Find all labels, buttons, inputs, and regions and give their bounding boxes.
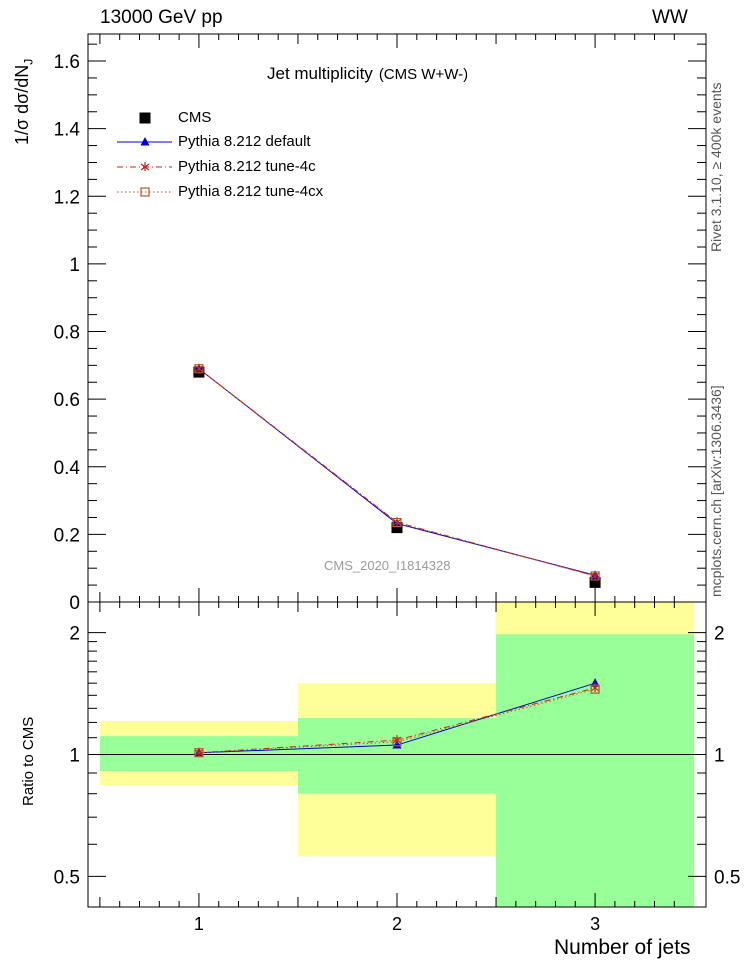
series-line-2 [198, 368, 596, 577]
ratio-tick-label-right-0.5: 0.5 [714, 867, 740, 888]
legend-label-pythia-tune4cx: Pythia 8.212 tune-4cx [178, 183, 324, 200]
y-axis-label: 1/σ dσ/dNJ [12, 59, 36, 145]
chart-subtitle: (CMS W+W-) [378, 66, 469, 83]
ratio-tick-label-2: 2 [69, 624, 80, 645]
rivet-label: Rivet 3.1.10, ≥ 400k events [708, 82, 724, 252]
y-tick-label-1.4: 1.4 [54, 120, 81, 141]
y-axis-label-text: 1/σ dσ/dN [12, 64, 32, 145]
legend-marker-1 [140, 137, 150, 146]
ratio-tick-label-right-1: 1 [714, 745, 725, 766]
ratio-tick-label-right-2: 2 [714, 624, 725, 645]
y-tick-label-0.4: 0.4 [54, 458, 81, 479]
legend-label-pythia-tune4c: Pythia 8.212 tune-4c [178, 158, 316, 175]
ratio-tick-label-0.5: 0.5 [54, 867, 80, 888]
data-point-s0-2 [391, 522, 403, 534]
ratio-band-inner-2 [297, 718, 497, 794]
y-tick-label-0: 0 [69, 593, 80, 614]
data-point-s0-3 [589, 576, 601, 588]
ratio-point-s3-1 [194, 748, 204, 758]
legend-marker-3 [140, 187, 150, 197]
x-tick-label-1: 1 [194, 914, 204, 934]
x-tick-label-2: 2 [392, 914, 402, 934]
chart-title: Jet multiplicity (CMS W+W-) [267, 64, 468, 84]
mcplots-label: mcplots.cern.ch [arXiv:1306.3436] [708, 385, 724, 597]
data-point-s3-3 [590, 571, 600, 581]
analysis-id: CMS_2020_I1814328 [324, 558, 451, 573]
y-axis-label-sub: J [21, 58, 36, 65]
data-point-s3-1 [194, 364, 204, 374]
legend-marker-2 [140, 162, 150, 171]
ratio-point-s3-3 [590, 684, 600, 694]
process-label: WW [652, 7, 688, 28]
chart-title-text: Jet multiplicity [267, 64, 373, 83]
series-line-3 [198, 368, 596, 577]
ratio-band-inner-3 [496, 634, 695, 907]
ratio-point-s3-2 [392, 737, 402, 747]
series-line-1 [198, 368, 596, 576]
main-panel: 0 0.2 0.4 0.6 0.8 1 1.2 1.4 1.6 [54, 33, 707, 614]
legend-marker-0 [139, 112, 151, 124]
y-tick-label-1.6: 1.6 [54, 52, 80, 73]
y-tick-label-1.2: 1.2 [54, 187, 80, 208]
x-tick-label-3: 3 [590, 914, 600, 934]
legend-label-cms: CMS [178, 109, 212, 126]
y-tick-label-0.8: 0.8 [54, 323, 80, 344]
ratio-panel: 1 2 3 0.5 0.5 1 1 2 2 [54, 601, 740, 934]
x-axis-label: Number of jets [554, 936, 691, 959]
energy-label: 13000 GeV pp [100, 7, 223, 28]
legend-label-pythia-default: Pythia 8.212 default [178, 133, 311, 150]
ratio-y-axis-label: Ratio to CMS [20, 716, 37, 806]
y-tick-label-0.2: 0.2 [54, 525, 80, 546]
y-tick-label-0.6: 0.6 [54, 390, 80, 411]
ratio-tick-label-1: 1 [69, 745, 80, 766]
data-point-s3-2 [392, 517, 402, 528]
ratio-point-s1-2 [392, 740, 402, 749]
y-tick-label-1: 1 [69, 255, 80, 276]
